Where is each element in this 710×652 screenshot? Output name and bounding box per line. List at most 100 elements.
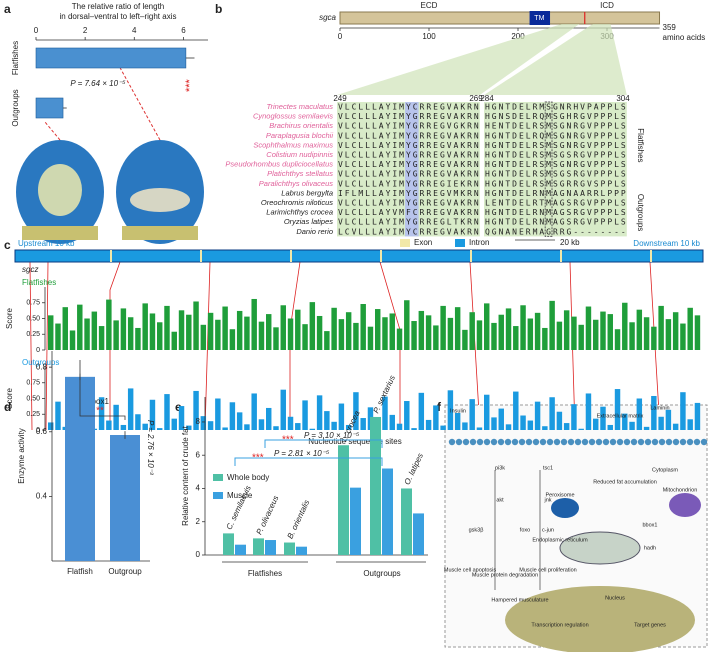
score-bar [222,427,228,430]
species-name: Paraplagusia blochii [266,131,333,140]
score-bar [571,316,577,350]
score-bar [360,418,366,430]
score-bar [186,425,192,430]
annotation: *** [184,78,196,92]
score-bar [585,306,592,350]
diagram-label: tsc1 [543,465,553,471]
x-tick-label: Flatfish [67,567,93,576]
score-bar [193,301,199,350]
score-bar [295,309,301,350]
sequence: HGNTDELRNMAGSRGVPPPLS [485,218,628,227]
score-bar [266,407,272,430]
score-bar [207,312,214,350]
x-tick-label: 100 [422,32,436,41]
membrane-bead [553,438,561,446]
score-bar [542,426,548,430]
score-bar [164,394,170,430]
score-bar [157,428,163,430]
x-tick-label: 200 [511,32,525,41]
score-bar [236,310,243,350]
score-bar [244,316,250,350]
exon [110,250,112,262]
diagram-label: Mitochondrion [663,487,698,493]
panel-label: f [437,400,442,414]
highlight-col [405,102,419,237]
bar [265,540,276,555]
sequence: HGNTDELRNMAGNAARRLPPP [485,189,628,198]
species-name: Paralichthys olivaceus [259,179,333,188]
diagram-label: foxo [520,527,530,533]
sequence: IFLMLLAYIMYGRREGVMKRN [338,189,481,198]
y-tick-label: 4 [196,484,201,493]
diagram-label: Muscle cell proliferation [519,567,576,573]
score-bar [382,317,388,350]
sequence: VLCLLLAYIMYGRREGVAKRN [338,170,481,179]
position-label: 249 [333,94,347,103]
bar [413,513,424,555]
membrane-bead [476,438,484,446]
series-label: Outgroups [22,358,59,367]
score-bar [643,426,650,430]
y-tick-label: 0.25 [26,411,40,418]
score-bar [542,327,548,350]
score-bar [469,312,475,350]
score-bar [338,319,345,350]
fish-body [130,188,190,212]
score-bar [658,305,664,350]
protein-bar [339,11,661,25]
zoom-fan [337,24,580,95]
y-tick-label: 6 [196,450,201,459]
score-bar [389,313,395,350]
score-bar [629,322,635,350]
sand [122,226,198,240]
y-tick-label: 0.50 [26,395,40,402]
sequence: HGNTDELRSMSGRRGVSPPLS [485,179,628,188]
score-bar [425,315,432,350]
annotation: ** [96,406,104,417]
bar [253,538,264,555]
score-bar [418,392,425,430]
score-bar [440,305,446,350]
bar [284,542,295,555]
score-bar [135,414,141,430]
gene-label: sgcz [22,265,38,274]
species-name: Colistium nudipinnis [266,150,333,159]
score-bar [534,312,541,350]
score-bar [484,394,490,430]
score-bar [331,307,337,350]
score-bar [193,390,199,430]
bracket [234,439,383,466]
panel-label: a [4,2,11,16]
diagram-label: Laminin [650,405,669,411]
legend-label: Intron [469,238,489,247]
score-bar [251,393,257,430]
score-bar [273,426,279,430]
bar [296,546,307,555]
x-axis-label: Nucleotide sequence sites [308,437,401,446]
score-bar [316,315,323,350]
series-label: Flatfishes [22,278,56,287]
y-tick-label: 2 [196,517,201,526]
x-tick-label: Outgroup [108,567,142,576]
bar [370,416,381,555]
legend-label: Muscle [227,491,253,500]
y-tick-label: 0.6 [36,427,48,436]
score-bar [251,298,257,350]
exon [380,250,382,262]
score-bar [396,423,403,430]
score-bar [171,418,177,430]
diagram-label: bbox1 [643,522,658,528]
score-bar [454,412,461,430]
y-axis-label: Score [5,308,14,329]
score-bar [651,395,657,430]
membrane-bead [546,438,554,446]
sequence: HENTDELRSMSGNRGVPPPLS [485,122,628,131]
y-tick-label: 0.4 [36,491,48,500]
score-bar [556,321,563,350]
score-bar [607,314,613,350]
score-bar [55,323,61,350]
score-bar [447,317,454,350]
score-bar [469,399,475,430]
score-bar [687,307,693,350]
downstream-label: Downstream 10 kb [633,239,700,248]
